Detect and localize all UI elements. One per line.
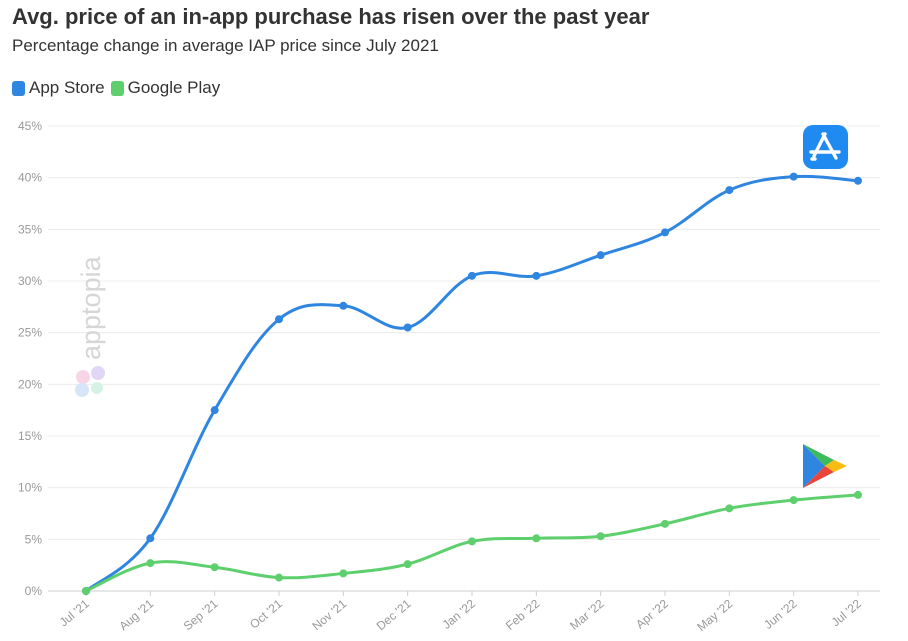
data-point-app-store[interactable] xyxy=(275,315,283,324)
data-point-app-store[interactable] xyxy=(403,323,412,332)
data-point-google-play[interactable] xyxy=(725,504,734,513)
data-point-app-store[interactable] xyxy=(468,271,476,280)
x-tick-label: Jun '22 xyxy=(761,596,800,632)
y-tick-label: 25% xyxy=(18,326,42,340)
series-app-store xyxy=(82,172,862,595)
x-axis-ticks: Jul '21 Aug '21 Sep '21 Oct '21 Nov '21 Dec '… xyxy=(57,591,865,634)
apptopia-logo-icon xyxy=(75,366,105,397)
x-tick-label: Jul '21 xyxy=(57,596,93,629)
x-tick-label: Aug '21 xyxy=(116,596,156,633)
data-point-app-store[interactable] xyxy=(146,534,155,543)
data-point-app-store[interactable] xyxy=(596,251,605,260)
y-tick-label: 45% xyxy=(18,119,42,133)
data-point-google-play[interactable] xyxy=(210,563,219,572)
data-point-app-store[interactable] xyxy=(661,228,669,237)
chart-subtitle: Percentage change in average IAP price s… xyxy=(12,36,439,55)
data-point-app-store[interactable] xyxy=(210,406,219,415)
chart-title: Avg. price of an in-app purchase has ris… xyxy=(12,4,650,29)
grid-lines xyxy=(48,125,880,592)
x-tick-label: Dec '21 xyxy=(374,596,414,633)
y-tick-label: 15% xyxy=(18,429,42,443)
x-tick-label: Nov '21 xyxy=(309,596,349,633)
data-point-google-play[interactable] xyxy=(339,569,348,578)
legend-label-google-play: Google Play xyxy=(127,78,221,97)
series-group xyxy=(82,172,862,595)
google-play-icon xyxy=(803,444,847,488)
data-point-app-store[interactable] xyxy=(339,301,348,310)
legend-item-google-play[interactable]: Google Play xyxy=(110,78,221,98)
y-tick-label: 30% xyxy=(18,274,42,288)
data-point-google-play[interactable] xyxy=(661,519,669,528)
x-tick-label: Feb '22 xyxy=(503,596,543,632)
data-point-google-play[interactable] xyxy=(146,559,155,568)
data-point-google-play[interactable] xyxy=(403,560,412,569)
series-line-app-store xyxy=(85,174,859,593)
data-point-google-play[interactable] xyxy=(854,490,862,499)
x-tick-label: Apr '22 xyxy=(633,596,671,631)
app-store-icon xyxy=(803,125,848,169)
y-tick-label: 5% xyxy=(25,532,43,546)
legend: App Store Google Play xyxy=(12,78,226,98)
data-point-app-store[interactable] xyxy=(854,176,862,185)
x-tick-label: Jul '22 xyxy=(829,596,865,629)
data-point-google-play[interactable] xyxy=(596,532,605,541)
y-tick-label: 10% xyxy=(18,481,42,495)
y-tick-label: 0% xyxy=(25,584,43,598)
x-tick-label: May '22 xyxy=(694,596,735,634)
legend-item-app-store[interactable]: App Store xyxy=(12,78,105,98)
x-tick-label: Jan '22 xyxy=(440,596,479,632)
data-point-app-store[interactable] xyxy=(532,271,541,280)
legend-label-app-store: App Store xyxy=(29,78,105,97)
data-point-app-store[interactable] xyxy=(725,186,734,195)
y-axis-ticks: 0% 5% 10% 15% 20% 25% 30% 35% 40% 45% xyxy=(18,119,42,598)
y-tick-label: 40% xyxy=(18,171,42,185)
data-point-google-play[interactable] xyxy=(532,534,541,543)
series-google-play xyxy=(82,490,862,595)
watermark-text: apptopia xyxy=(76,255,106,360)
y-tick-label: 35% xyxy=(18,222,42,236)
x-tick-label: Oct '21 xyxy=(247,596,285,631)
legend-swatch-google-play xyxy=(110,80,124,96)
x-tick-label: Sep '21 xyxy=(181,596,221,633)
apptopia-watermark: apptopia xyxy=(75,255,106,397)
data-point-app-store[interactable] xyxy=(789,172,798,181)
y-tick-label: 20% xyxy=(18,377,42,391)
x-tick-label: Mar '22 xyxy=(567,596,607,632)
data-point-google-play[interactable] xyxy=(789,496,798,505)
data-point-google-play[interactable] xyxy=(468,537,476,546)
data-point-google-play[interactable] xyxy=(82,587,90,595)
legend-swatch-app-store xyxy=(12,80,25,96)
data-point-google-play[interactable] xyxy=(275,573,283,582)
